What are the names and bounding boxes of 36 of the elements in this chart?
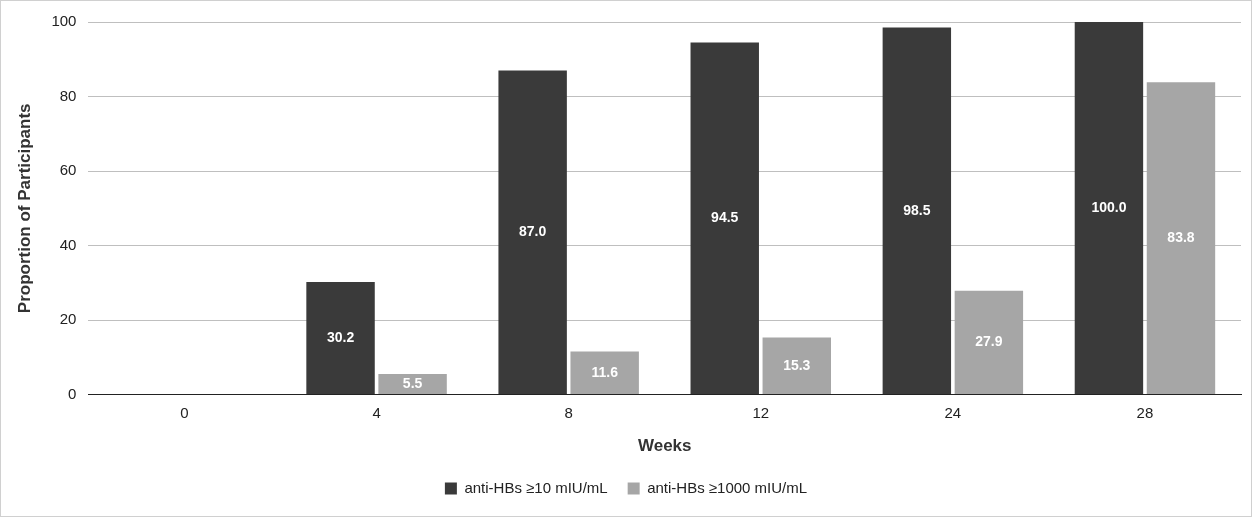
bar	[762, 337, 831, 395]
bar	[498, 70, 567, 395]
x-tick-label: 24	[944, 403, 962, 421]
bar	[882, 27, 952, 395]
data-label: 94.5	[711, 209, 739, 226]
bar	[570, 351, 639, 395]
y-tick-label: 20	[59, 310, 77, 328]
y-tick-label: 40	[59, 235, 77, 253]
x-tick-label: 4	[372, 403, 381, 421]
bar	[1146, 82, 1216, 395]
bar	[306, 282, 375, 395]
x-tick-label: 0	[180, 403, 189, 421]
x-tick-label: 12	[752, 403, 770, 421]
data-label: 27.9	[975, 333, 1003, 350]
bar	[1074, 22, 1144, 395]
x-axis-title: Weeks	[637, 436, 692, 456]
bar	[378, 374, 447, 395]
data-label: 5.5	[402, 374, 423, 391]
x-tick-label: 28	[1136, 403, 1154, 421]
data-label: 87.0	[519, 223, 547, 240]
x-tick-label: 8	[564, 403, 573, 421]
data-label: 83.8	[1167, 229, 1195, 246]
data-label: 11.6	[591, 363, 619, 380]
legend-label: anti-HBs ≥10 mIU/mL	[464, 478, 608, 496]
y-tick-label: 60	[59, 161, 77, 179]
y-axis-title: Proportion of Participants	[14, 103, 34, 314]
bar	[690, 42, 759, 395]
y-tick-label: 100	[51, 12, 77, 30]
data-label: 98.5	[903, 201, 931, 218]
legend-label: anti-HBs ≥1000 mIU/mL	[647, 478, 808, 496]
y-tick-label: 80	[59, 86, 77, 104]
data-label: 100.0	[1091, 198, 1127, 215]
y-tick-label: 0	[68, 384, 77, 402]
data-label: 30.2	[326, 328, 355, 345]
data-label: 15.3	[783, 356, 811, 373]
bar	[954, 290, 1024, 395]
